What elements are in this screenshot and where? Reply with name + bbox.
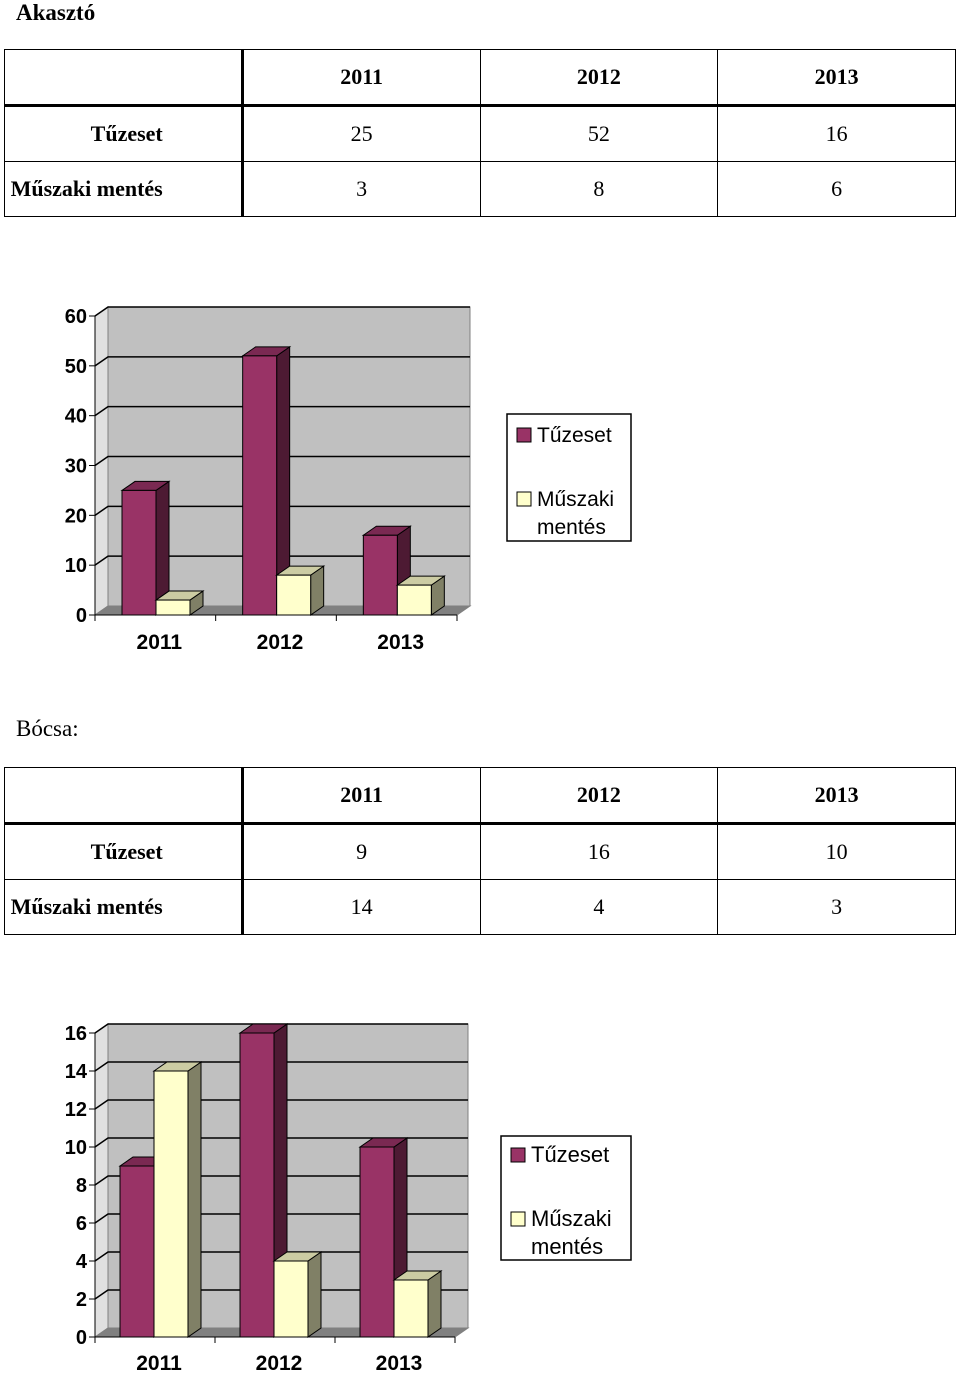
table-year-cell: 2012 [479,49,719,107]
table-corner-cell [4,49,244,107]
table-cell: 3 [717,879,956,935]
table-row: Műszaki mentés 14 4 3 [4,879,956,935]
table-cell: 4 [479,879,719,935]
table-row: Tűzeset 25 52 16 [4,105,956,162]
y-tick-label: 4 [76,1251,88,1273]
bar [119,1165,155,1338]
bar [276,574,312,616]
y-tick-label: 14 [65,1061,88,1083]
bar [362,534,398,616]
legend-swatch [510,1147,526,1163]
bar [396,584,432,616]
bar [153,1070,189,1338]
data-table: 2011 2012 2013 Tűzeset 9 16 10 Műszaki m… [4,767,956,935]
y-tick-label: 10 [65,1137,87,1159]
table-row-label: Tűzeset [4,105,244,162]
bar [393,1279,429,1338]
table-corner-cell [4,767,244,825]
bar-chart: 0 10 20 30 40 50 60 2011 2012 2013 Tűzeset Műszaki m… [65,306,632,654]
gridline [94,1137,468,1148]
table-year-cell: 2012 [479,767,719,825]
y-tick-label: 10 [65,555,87,577]
gridline [94,505,470,516]
table-cell: 25 [241,105,481,162]
x-tick-label: 2011 [136,1352,182,1373]
legend-swatch [516,427,532,443]
gridline [94,356,470,367]
legend-label: mentés [537,516,606,539]
table-cell: 10 [717,823,956,880]
table-row: Tűzeset 9 16 10 [4,823,956,880]
table-cell: 6 [717,161,956,217]
gridline [94,1099,468,1110]
legend-label: mentés [531,1234,603,1259]
y-tick-label: 50 [65,356,87,378]
legend-label: Műszaki [531,1206,612,1231]
table-cell: 14 [241,879,481,935]
y-tick-label: 30 [65,456,87,478]
table-year-cell: 2011 [241,49,481,107]
bar [239,1032,275,1338]
x-tick-label: 2012 [257,631,304,654]
y-tick-label: 12 [65,1099,87,1121]
section-title: Bócsa: [16,716,79,741]
gridline [94,555,470,566]
bar-side [307,1251,322,1338]
x-tick-label: 2013 [377,631,424,654]
table-row-label: Műszaki mentés [4,879,244,935]
gridline [94,306,470,317]
section-title: Akasztó [16,0,96,25]
y-tick-label: 40 [65,406,87,428]
y-tick-label: 6 [76,1213,87,1235]
y-tick-label: 20 [65,505,87,527]
table-row-label: Műszaki mentés [4,161,244,217]
legend-label: Tűzeset [537,424,612,447]
legend-label: Tűzeset [531,1142,609,1167]
bar [359,1146,395,1338]
table-cell: 9 [241,823,481,880]
table-cell: 3 [241,161,481,217]
gridline [94,405,470,417]
table-row-label: Tűzeset [4,823,244,880]
bar [273,1260,309,1338]
gridline [94,1175,468,1186]
gridline [94,1061,468,1072]
y-tick-label: 2 [76,1289,87,1311]
bar [121,489,157,616]
gridline [94,455,470,467]
table-cell: 8 [479,161,719,217]
bar [242,355,278,616]
gridline [94,1289,468,1300]
legend-label: Műszaki [537,488,614,511]
table-cell: 52 [479,105,719,162]
y-tick-label: 16 [65,1023,87,1045]
y-tick-label: 0 [76,605,87,627]
x-tick-label: 2012 [256,1352,303,1373]
bar-side [427,1270,442,1338]
y-tick-label: 8 [76,1175,87,1197]
table-year-cell: 2013 [717,49,956,107]
legend-swatch [516,491,532,507]
gridline [94,1213,468,1224]
y-tick-label: 60 [65,306,87,328]
bar [155,599,191,616]
bar-chart: 0 2 4 6 8 10 12 14 16 2011 2012 2013 Tűzeset Műszaki m… [65,1023,632,1373]
data-table: 2011 2012 2013 Tűzeset 25 52 16 Műszaki … [4,49,956,217]
table-header-row: 2011 2012 2013 [4,767,956,825]
gridline [94,1023,468,1034]
table-year-cell: 2011 [241,767,481,825]
table-cell: 16 [717,105,956,162]
table-row: Műszaki mentés 3 8 6 [4,161,956,217]
y-tick-label: 0 [76,1327,87,1349]
table-header-row: 2011 2012 2013 [4,49,956,107]
gridline [94,1251,468,1262]
legend-swatch [510,1211,526,1227]
bar-side [187,1061,202,1338]
table-cell: 16 [479,823,719,880]
table-year-cell: 2013 [717,767,956,825]
x-tick-label: 2011 [137,631,183,654]
x-tick-label: 2013 [376,1352,423,1373]
